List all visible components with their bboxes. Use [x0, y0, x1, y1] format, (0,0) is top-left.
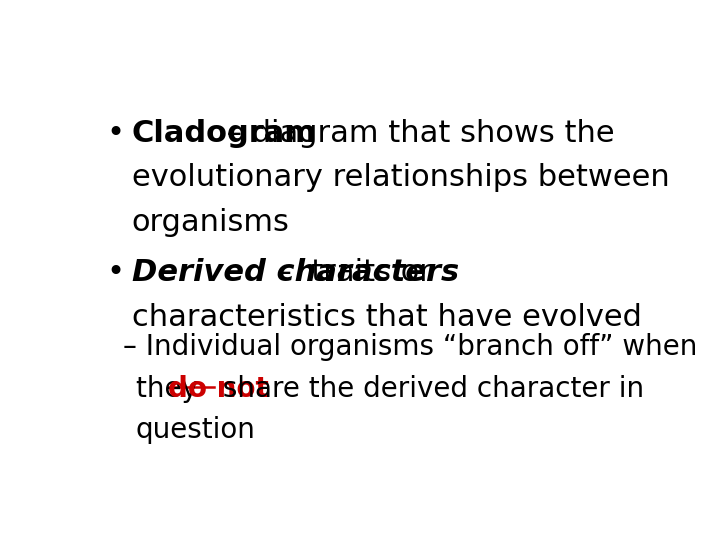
- Text: •: •: [107, 258, 125, 287]
- Text: Cladogram: Cladogram: [132, 119, 317, 148]
- Text: share the derived character in: share the derived character in: [214, 375, 644, 403]
- Text: – diagram that shows the: – diagram that shows the: [217, 119, 615, 148]
- Text: question: question: [136, 416, 256, 444]
- Text: they: they: [136, 375, 207, 403]
- Text: characteristics that have evolved: characteristics that have evolved: [132, 302, 642, 332]
- Text: •: •: [107, 119, 125, 148]
- Text: do not: do not: [168, 375, 269, 403]
- Text: evolutionary relationships between: evolutionary relationships between: [132, 163, 670, 192]
- Text: – Individual organisms “branch off” when: – Individual organisms “branch off” when: [124, 333, 698, 361]
- Text: -  traits or: - traits or: [271, 258, 432, 287]
- Text: organisms: organisms: [132, 208, 289, 237]
- Text: Derived characters: Derived characters: [132, 258, 459, 287]
